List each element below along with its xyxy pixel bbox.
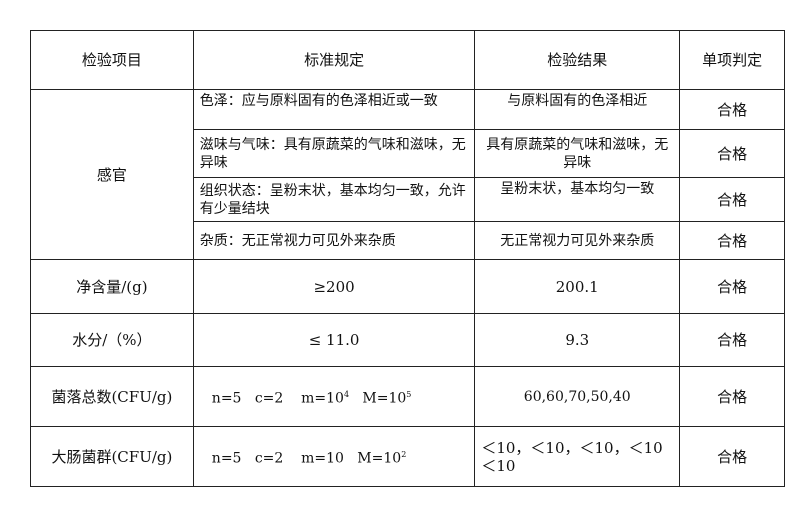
header-verdict: 单项判定: [679, 30, 785, 90]
table-row: 大肠菌群(CFU/g) n=5 c=2 m=10 M=102 ＜10，＜10，＜…: [30, 426, 785, 487]
verdict-cell: 合格: [679, 313, 785, 367]
table-row: 净含量/(g) ≥200 200.1 合格: [30, 259, 785, 314]
M-exponent: 2: [401, 449, 407, 459]
c-value: c=2: [254, 450, 284, 467]
verdict-cell: 合格: [679, 89, 785, 130]
header-standard: 标准规定: [192, 30, 476, 90]
verdict-cell: 合格: [679, 177, 785, 222]
inspection-table: 检验项目 标准规定 检验结果 单项判定 感官 色泽：应与原料固有的色泽相近或一致…: [30, 30, 785, 487]
verdict-cell: 合格: [679, 366, 785, 427]
standard-cell: ≥200: [192, 259, 476, 314]
n-value: n=5: [211, 450, 242, 467]
M-value: M=10: [362, 390, 407, 407]
verdict-cell: 合格: [679, 259, 785, 314]
table-row: 感官 色泽：应与原料固有的色泽相近或一致 与原料固有的色泽相近 合格: [30, 89, 785, 260]
result-cell: 与原料固有的色泽相近: [474, 89, 681, 130]
standard-cell: 杂质：无正常视力可见外来杂质: [192, 221, 476, 260]
M-value: M=10: [357, 450, 402, 467]
sensory-label: 感官: [30, 89, 194, 260]
result-cell: ＜10，＜10，＜10，＜10 ＜10: [474, 426, 681, 487]
c-value: c=2: [254, 390, 284, 407]
header-result: 检验结果: [474, 30, 681, 90]
m-value: m=10: [301, 450, 344, 467]
water-label: 水分/（%）: [30, 313, 194, 367]
table-row: 水分/（%） ≤ 11.0 9.3 合格: [30, 313, 785, 367]
m-value: m=10: [301, 390, 344, 407]
result-cell: 具有原蔬菜的气味和滋味，无异味: [474, 129, 681, 178]
standard-cell: 滋味与气味：具有原蔬菜的气味和滋味，无异味: [192, 129, 476, 178]
result-cell: 9.3: [474, 313, 681, 367]
result-cell: 无正常视力可见外来杂质: [474, 221, 681, 260]
M-exponent: 5: [406, 389, 412, 399]
net-label: 净含量/(g): [30, 259, 194, 314]
verdict-cell: 合格: [679, 129, 785, 178]
standard-cell: 组织状态：呈粉末状，基本均匀一致，允许有少量结块: [192, 177, 476, 222]
coliform-label: 大肠菌群(CFU/g): [30, 426, 194, 487]
verdict-cell: 合格: [679, 426, 785, 487]
colony-label: 菌落总数(CFU/g): [30, 366, 194, 427]
table-row: 组织状态：呈粉末状，基本均匀一致，允许有少量结块 呈粉末状，基本均匀一致 合格: [31, 177, 785, 222]
m-exponent: 4: [343, 389, 350, 399]
result-cell: 60,60,70,50,40: [474, 366, 681, 427]
result-cell: 呈粉末状，基本均匀一致: [474, 177, 681, 222]
standard-cell: n=5 c=2 m=104 M=105: [192, 366, 476, 427]
table-row: 菌落总数(CFU/g) n=5 c=2 m=104 M=105 60,60,70…: [30, 366, 785, 427]
table-row: 滋味与气味：具有原蔬菜的气味和滋味，无异味 具有原蔬菜的气味和滋味，无异味 合格: [31, 129, 785, 178]
n-value: n=5: [211, 390, 242, 407]
standard-cell: ≤ 11.0: [192, 313, 476, 367]
verdict-cell: 合格: [679, 221, 785, 260]
standard-cell: 色泽：应与原料固有的色泽相近或一致: [192, 89, 476, 130]
standard-cell: n=5 c=2 m=10 M=102: [192, 426, 476, 487]
table-row: 杂质：无正常视力可见外来杂质 无正常视力可见外来杂质 合格: [31, 221, 785, 260]
result-cell: 200.1: [474, 259, 681, 314]
header-item: 检验项目: [30, 30, 194, 90]
header-row: 检验项目 标准规定 检验结果 单项判定: [30, 30, 785, 90]
